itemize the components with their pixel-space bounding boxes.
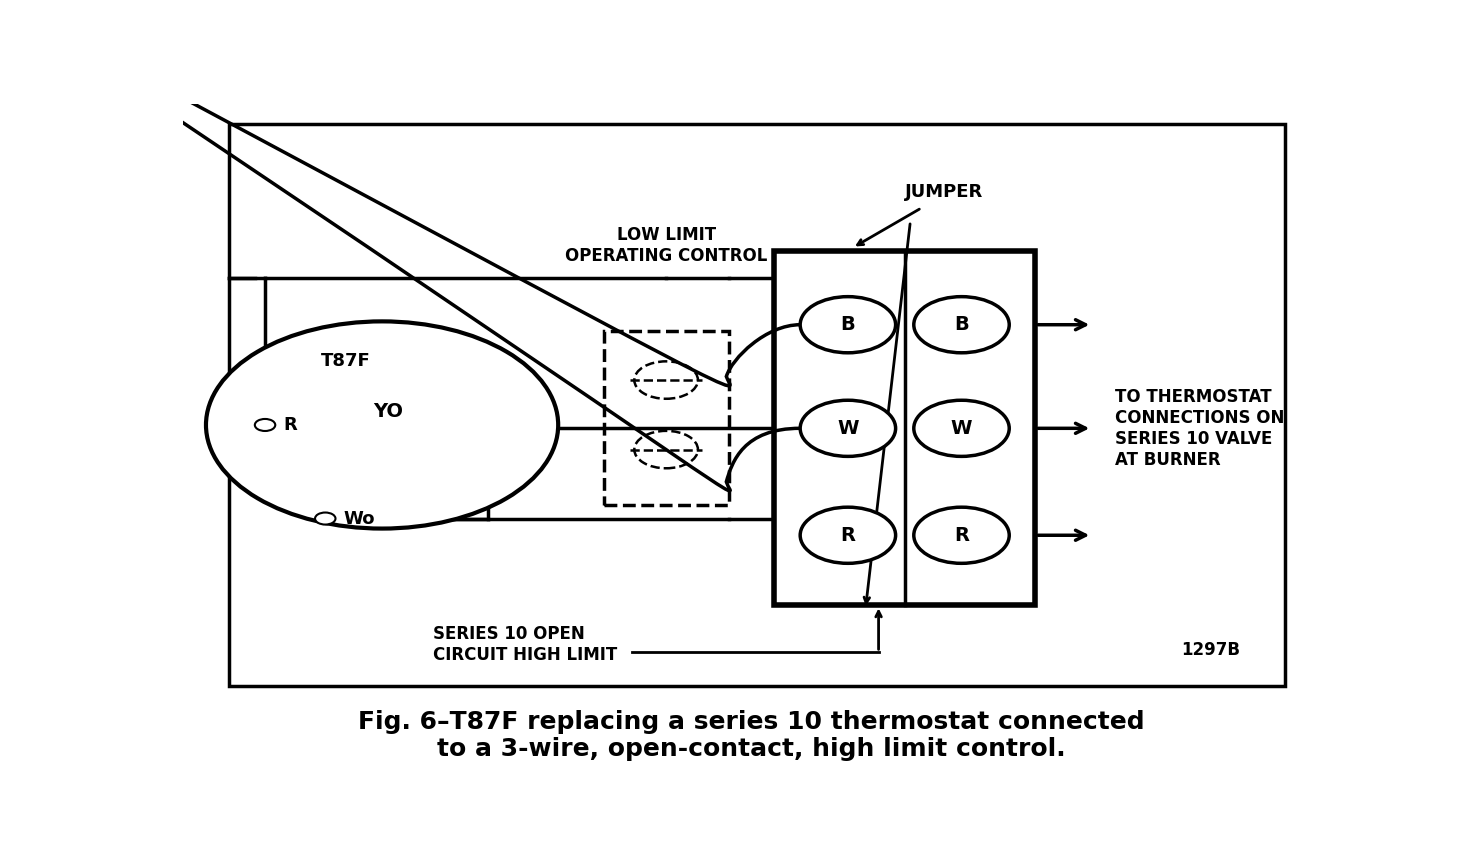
Bar [774, 251, 1035, 606]
Bar [229, 124, 1286, 686]
Text: LOW LIMIT
OPERATING CONTROL: LOW LIMIT OPERATING CONTROL [564, 226, 767, 265]
Text: YO: YO [372, 402, 403, 421]
Circle shape [205, 321, 559, 529]
Circle shape [913, 297, 1009, 352]
Text: SERIES 10 OPEN
CIRCUIT HIGH LIMIT: SERIES 10 OPEN CIRCUIT HIGH LIMIT [434, 626, 617, 664]
Text: W: W [951, 419, 972, 437]
Text: 1297B: 1297B [1182, 641, 1240, 659]
Text: Fig. 6–T87F replacing a series 10 thermostat connected: Fig. 6–T87F replacing a series 10 thermo… [358, 710, 1145, 734]
Circle shape [800, 400, 896, 457]
Text: R: R [283, 416, 298, 434]
Circle shape [315, 512, 336, 524]
Bar [604, 332, 729, 505]
Text: R: R [840, 526, 855, 545]
Circle shape [913, 400, 1009, 457]
Text: R: R [954, 526, 969, 545]
Text: TO THERMOSTAT
CONNECTIONS ON
SERIES 10 VALVE
AT BURNER: TO THERMOSTAT CONNECTIONS ON SERIES 10 V… [1116, 388, 1284, 469]
Circle shape [255, 419, 276, 431]
Text: T87F: T87F [321, 352, 371, 370]
Text: to a 3-wire, open-contact, high limit control.: to a 3-wire, open-contact, high limit co… [437, 737, 1066, 761]
Text: W: W [837, 419, 859, 437]
Text: B: B [840, 315, 855, 334]
Text: JUMPER: JUMPER [906, 183, 984, 201]
Circle shape [800, 507, 896, 563]
Circle shape [800, 297, 896, 352]
Text: B: B [954, 315, 969, 334]
Circle shape [913, 507, 1009, 563]
Text: Wo: Wo [343, 510, 375, 528]
